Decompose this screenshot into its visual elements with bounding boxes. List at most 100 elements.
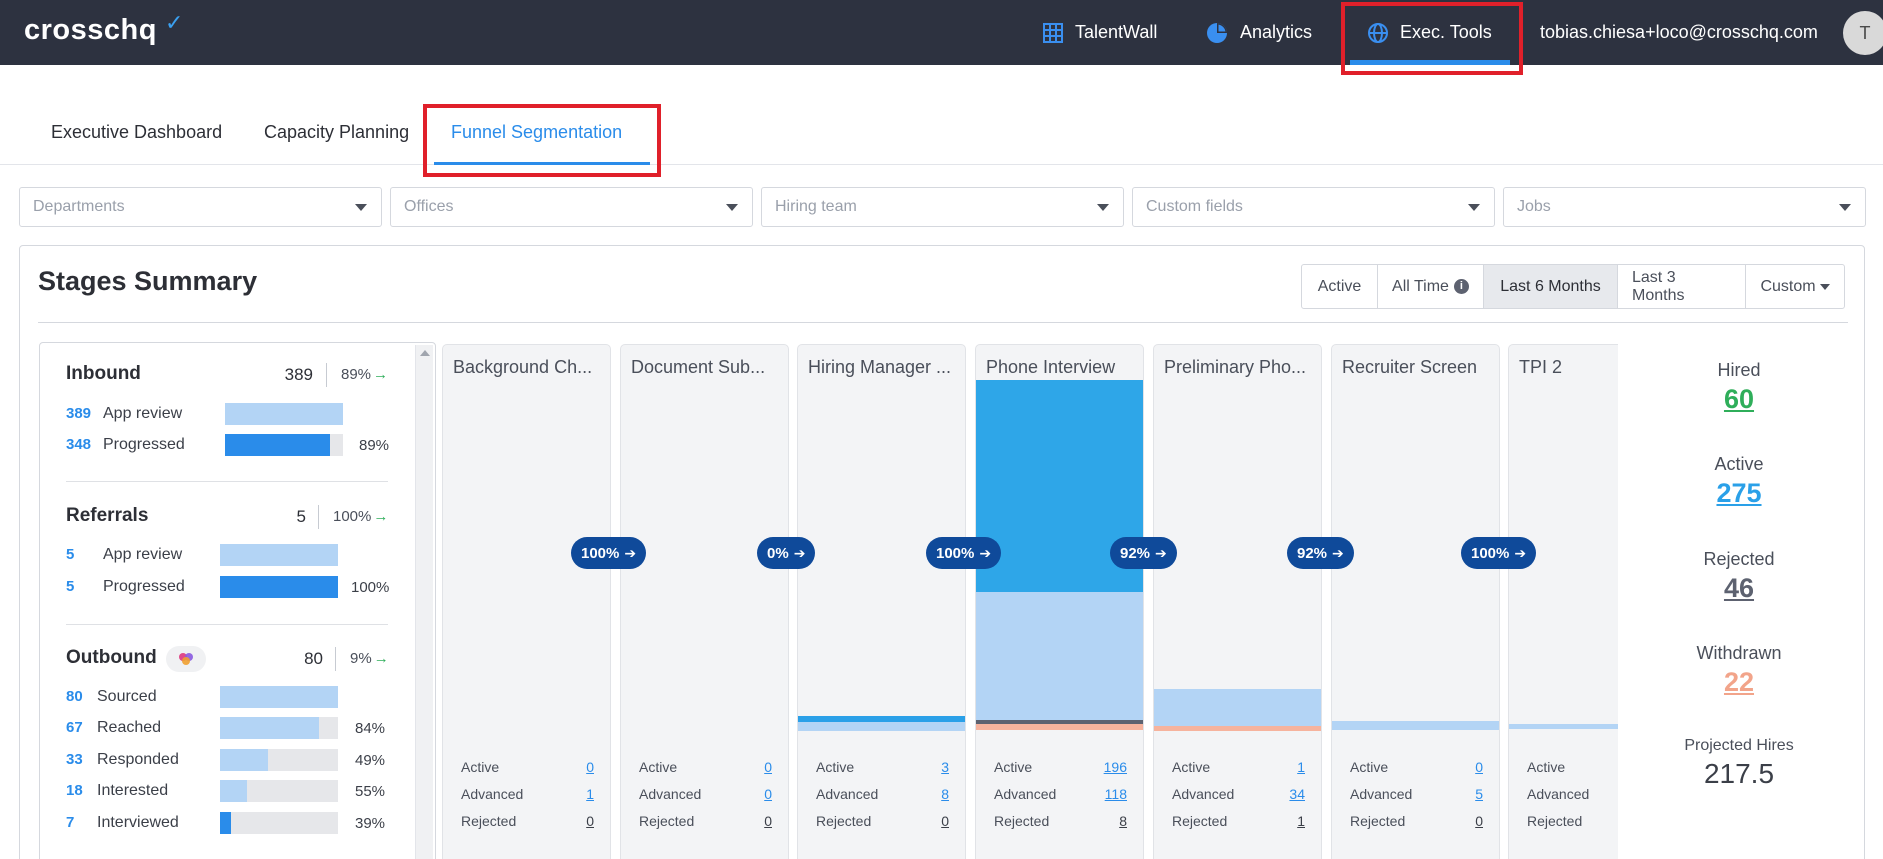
stat-rejected-link[interactable]: 0 (941, 813, 949, 829)
outbound-reached-bar (220, 717, 338, 739)
stat-label: Advanced (461, 786, 524, 802)
stage-title: Hiring Manager ... (808, 357, 952, 377)
stage-withdrawn-bar (1154, 726, 1321, 731)
outbound-row-num[interactable]: 33 (66, 751, 83, 768)
stat-active-link[interactable]: 0 (586, 759, 594, 775)
rejected-value-link[interactable]: 46 (1723, 573, 1755, 603)
hired-value-link[interactable]: 60 (1723, 384, 1755, 414)
stat-active-link[interactable]: 196 (1103, 759, 1127, 775)
time-active-button[interactable]: Active (1302, 265, 1378, 308)
stage-stats: Active Advanced Rejected (1527, 759, 1607, 840)
scroll-up-icon[interactable] (420, 350, 430, 356)
sources-panel[interactable] (39, 342, 436, 859)
stage-column[interactable]: Recruiter Screen Active 0 Advanced 5 Rejec… (1331, 344, 1500, 859)
bar-fill (220, 749, 269, 771)
inbound-row-num[interactable]: 348 (66, 436, 92, 453)
withdrawn-value-link[interactable]: 22 (1723, 667, 1755, 697)
summary-rejected: Rejected 46 (1629, 549, 1849, 604)
stat-rejected-link[interactable]: 1 (1297, 813, 1305, 829)
stat-rejected-link[interactable]: 0 (586, 813, 594, 829)
time-last-6-months-label: Last 6 Months (1500, 277, 1601, 295)
stat-label: Active (816, 759, 855, 775)
time-last-6-months-button[interactable]: Last 6 Months (1484, 265, 1618, 308)
stage-column[interactable]: TPI 2 Active Advanced Rejected (1508, 344, 1618, 859)
outbound-row-num[interactable]: 7 (66, 814, 75, 831)
section-divider (66, 481, 388, 482)
tab-funnel-segmentation[interactable]: Funnel Segmentation (451, 122, 623, 142)
chevron-down-icon (1819, 283, 1830, 290)
stage-title: Document Sub... (631, 357, 766, 377)
sources-scrollbar[interactable] (415, 345, 433, 859)
stat-rejected-link[interactable]: 8 (1119, 813, 1127, 829)
stage-advanced-bar (1332, 721, 1499, 730)
conversion-value: 100% (936, 544, 975, 562)
stat-advanced-link[interactable]: 8 (941, 786, 949, 802)
jobs-dropdown[interactable]: Jobs (1503, 187, 1866, 227)
inbound-app-review-bar (225, 403, 343, 425)
stage-stats: Active 0 Advanced 1 Rejected 0 (461, 759, 594, 840)
projected-hires-value: 217.5 (1703, 758, 1775, 789)
conversion-badge: 92% ➔ (1110, 537, 1177, 569)
time-last-3-months-button[interactable]: Last 3 Months (1618, 265, 1746, 308)
chevron-down-icon (355, 204, 367, 211)
active-value-link[interactable]: 275 (1716, 478, 1762, 508)
stat-advanced-link[interactable]: 34 (1289, 786, 1305, 802)
stat-label: Rejected (639, 813, 695, 829)
stage-column[interactable]: Hiring Manager ... Active 3 Advanced 8 Rej… (797, 344, 966, 859)
stat-advanced-link[interactable]: 1 (586, 786, 594, 802)
arrow-right-icon: → (373, 650, 389, 667)
time-custom-label: Custom (1760, 277, 1816, 295)
time-custom-button[interactable]: Custom (1746, 265, 1844, 308)
stat-rejected-link[interactable]: 0 (764, 813, 772, 829)
conversion-badge: 100% ➔ (1461, 537, 1537, 569)
hiring-team-dropdown[interactable]: Hiring team (761, 187, 1124, 227)
stat-advanced-link[interactable]: 0 (764, 786, 772, 802)
offices-dropdown[interactable]: Offices (390, 187, 753, 227)
inbound-row-num[interactable]: 389 (66, 405, 92, 422)
tab-capacity-planning[interactable]: Capacity Planning (264, 122, 410, 142)
stage-column[interactable]: Preliminary Pho... Active 1 Advanced 34 Re… (1153, 344, 1322, 859)
inbound-progressed-bar (225, 434, 343, 456)
nav-exec-tools[interactable]: Exec. Tools (1348, 0, 1508, 65)
referrals-row-label: App review (103, 546, 183, 563)
stat-active-link[interactable]: 1 (1297, 759, 1305, 775)
referrals-row-num[interactable]: 5 (66, 546, 75, 563)
stage-column[interactable]: Background Ch... Active 0 Advanced 1 Rejec… (442, 344, 611, 859)
stage-advanced-bar (976, 592, 1143, 720)
nav-analytics[interactable]: Analytics (1206, 0, 1312, 65)
conversion-value: 100% (1471, 544, 1510, 562)
stat-active-link[interactable]: 0 (1475, 759, 1483, 775)
arrow-right-icon: ➔ (1155, 544, 1167, 561)
tab-executive-dashboard[interactable]: Executive Dashboard (51, 122, 223, 142)
user-email[interactable]: tobias.chiesa+loco@crosschq.com (1540, 22, 1818, 42)
nav-talentwall[interactable]: TalentWall (1043, 0, 1157, 65)
outbound-row-num[interactable]: 80 (66, 688, 83, 705)
card-title: Stages Summary (38, 266, 258, 296)
outbound-row-num[interactable]: 18 (66, 782, 83, 799)
time-all-time-button[interactable]: All Time i (1378, 265, 1484, 308)
stat-active-link[interactable]: 0 (764, 759, 772, 775)
crosschq-logo[interactable]: crosschq ✓ (24, 10, 183, 47)
stage-column[interactable]: Phone Interview Active 196 Advanced 118 Re… (975, 344, 1144, 859)
departments-dropdown[interactable]: Departments (19, 187, 382, 227)
user-avatar[interactable]: T (1843, 11, 1883, 55)
arrow-right-icon: → (373, 508, 389, 525)
custom-fields-dropdown[interactable]: Custom fields (1132, 187, 1495, 227)
info-icon[interactable]: i (1453, 279, 1469, 294)
stage-stats: Active 1 Advanced 34 Rejected 1 (1172, 759, 1305, 840)
outbound-interested-pct: 55% (355, 783, 386, 800)
stage-title: Preliminary Pho... (1164, 357, 1307, 377)
outbound-row-num[interactable]: 67 (66, 719, 83, 736)
stage-stats: Active 196 Advanced 118 Rejected 8 (994, 759, 1127, 840)
summary-withdrawn: Withdrawn 22 (1629, 643, 1849, 698)
stat-active-link[interactable]: 3 (941, 759, 949, 775)
stat-advanced-link[interactable]: 5 (1475, 786, 1483, 802)
stat-advanced-link[interactable]: 118 (1104, 786, 1127, 802)
stat-rejected-link[interactable]: 0 (1475, 813, 1483, 829)
outbound-total: 80 (304, 649, 323, 668)
referrals-row-num[interactable]: 5 (66, 578, 75, 595)
stage-active-bar (798, 716, 965, 722)
referrals-app-review-bar (220, 544, 338, 566)
stage-column[interactable]: Document Sub... Active 0 Advanced 0 Reject… (620, 344, 789, 859)
outbound-badge[interactable] (166, 646, 206, 672)
